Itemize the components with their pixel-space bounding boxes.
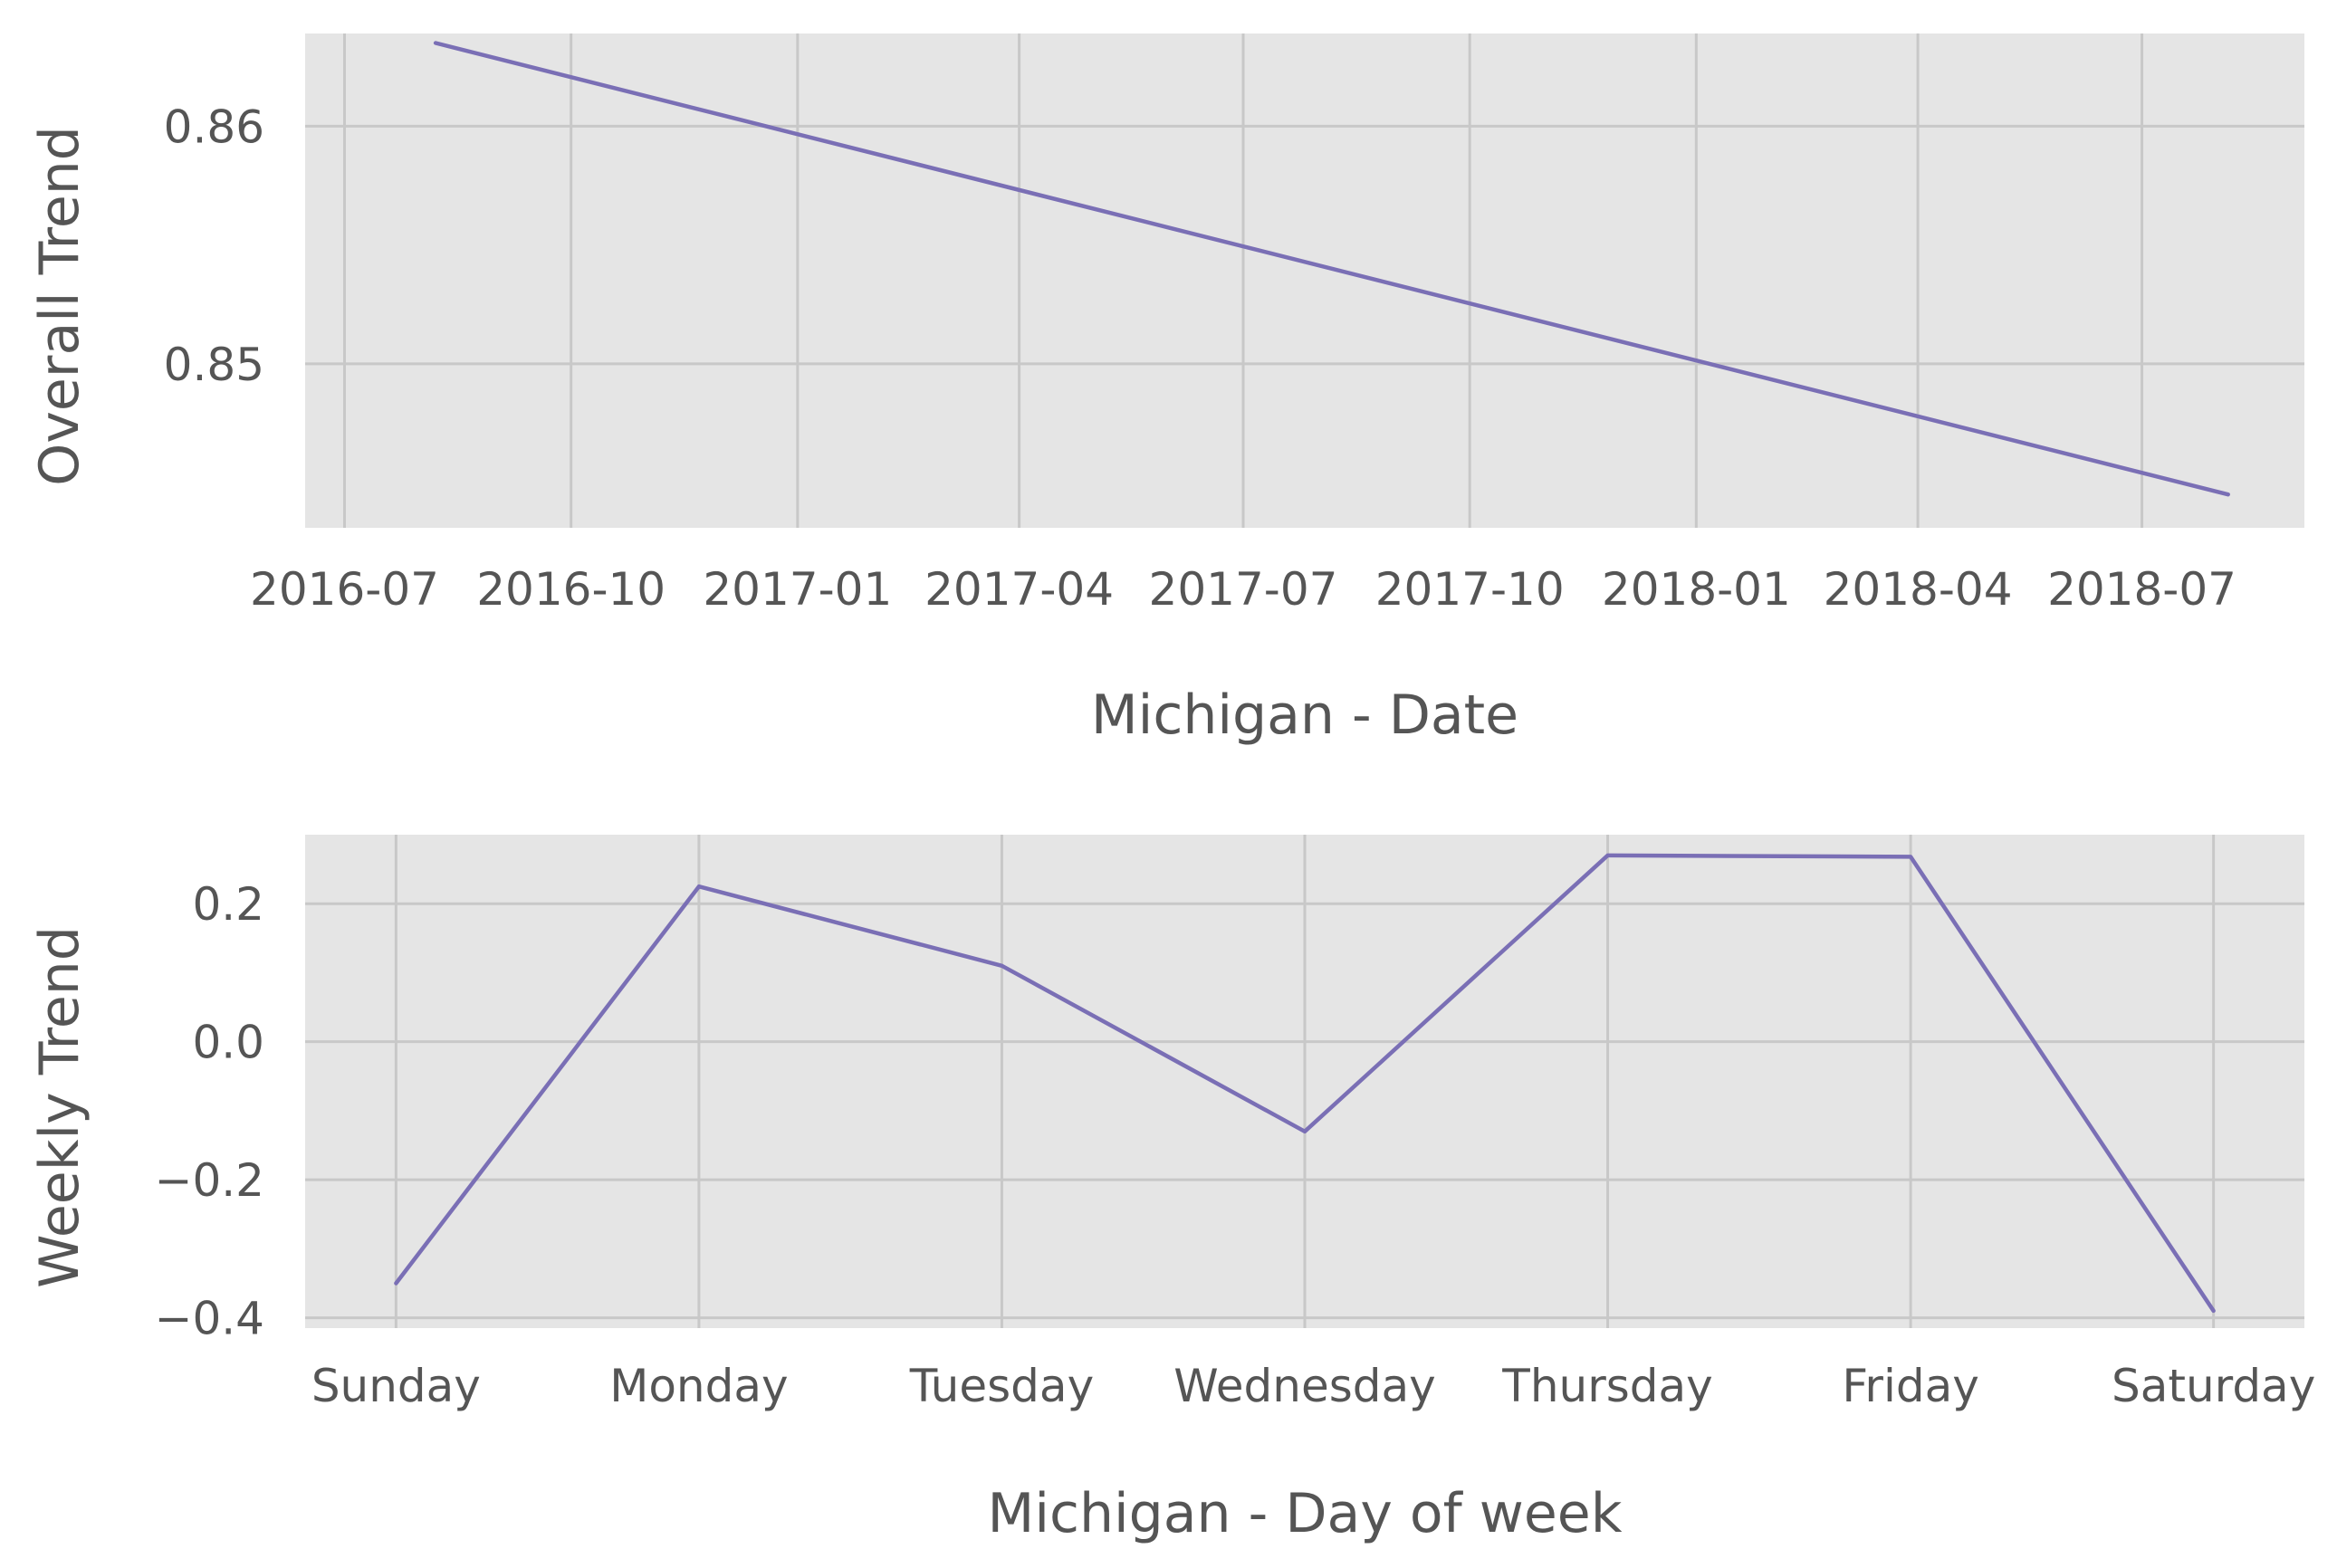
x-tick-label: Wednesday [1173, 1360, 1435, 1412]
y-axis-label: Weekly Trend [28, 926, 91, 1288]
x-tick-label: Sunday [311, 1360, 481, 1412]
overall-trend-chart: 2016-07 2016-10 2017-01 2017-04 2017-07 2017-… [28, 33, 2304, 747]
x-tick-label: 2017-10 [1375, 563, 1565, 616]
y-tick-label: −0.4 [155, 1293, 264, 1345]
series-line [394, 853, 2216, 1314]
x-tick-label: Friday [1842, 1360, 1979, 1412]
x-tick-label: 2017-07 [1149, 563, 1338, 616]
x-axis-label: Michigan - Day of week [988, 1482, 1623, 1545]
x-tick-label: 2018-07 [2047, 563, 2236, 616]
x-tick-label: Monday [609, 1360, 788, 1412]
weekly-trend-chart: Sunday Monday Tuesday Wednesday Thursday Frid… [28, 835, 2315, 1545]
x-tick-label: 2017-01 [703, 563, 892, 616]
y-tick-label: 0.2 [192, 878, 264, 931]
x-tick-label: Thursday [1501, 1360, 1713, 1412]
series-line [433, 41, 2230, 497]
y-tick-label: 0.86 [164, 100, 264, 153]
x-tick-label: 2016-07 [250, 563, 439, 616]
x-axis-label: Michigan - Date [1091, 684, 1518, 747]
y-tick-label: −0.2 [155, 1154, 264, 1207]
y-tick-label: 0.0 [192, 1017, 264, 1069]
plot-area [305, 33, 2304, 528]
x-tick-label: Tuesday [909, 1360, 1094, 1412]
x-tick-label: 2018-01 [1602, 563, 1791, 616]
x-tick-label: Saturday [2112, 1360, 2315, 1412]
y-tick-label: 0.85 [164, 339, 264, 391]
x-tick-label: 2018-04 [1824, 563, 2013, 616]
y-axis-label: Overall Trend [28, 126, 91, 486]
x-tick-label: 2016-10 [476, 563, 666, 616]
x-tick-label: 2017-04 [924, 563, 1114, 616]
